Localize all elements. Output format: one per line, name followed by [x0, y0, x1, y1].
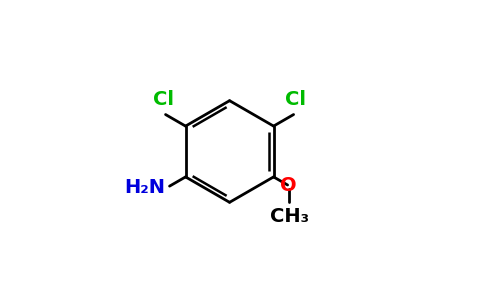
Text: Cl: Cl [286, 91, 306, 110]
Text: Cl: Cl [153, 91, 174, 110]
Text: CH₃: CH₃ [270, 207, 309, 226]
Text: H₂N: H₂N [124, 178, 165, 197]
Text: O: O [280, 176, 297, 195]
